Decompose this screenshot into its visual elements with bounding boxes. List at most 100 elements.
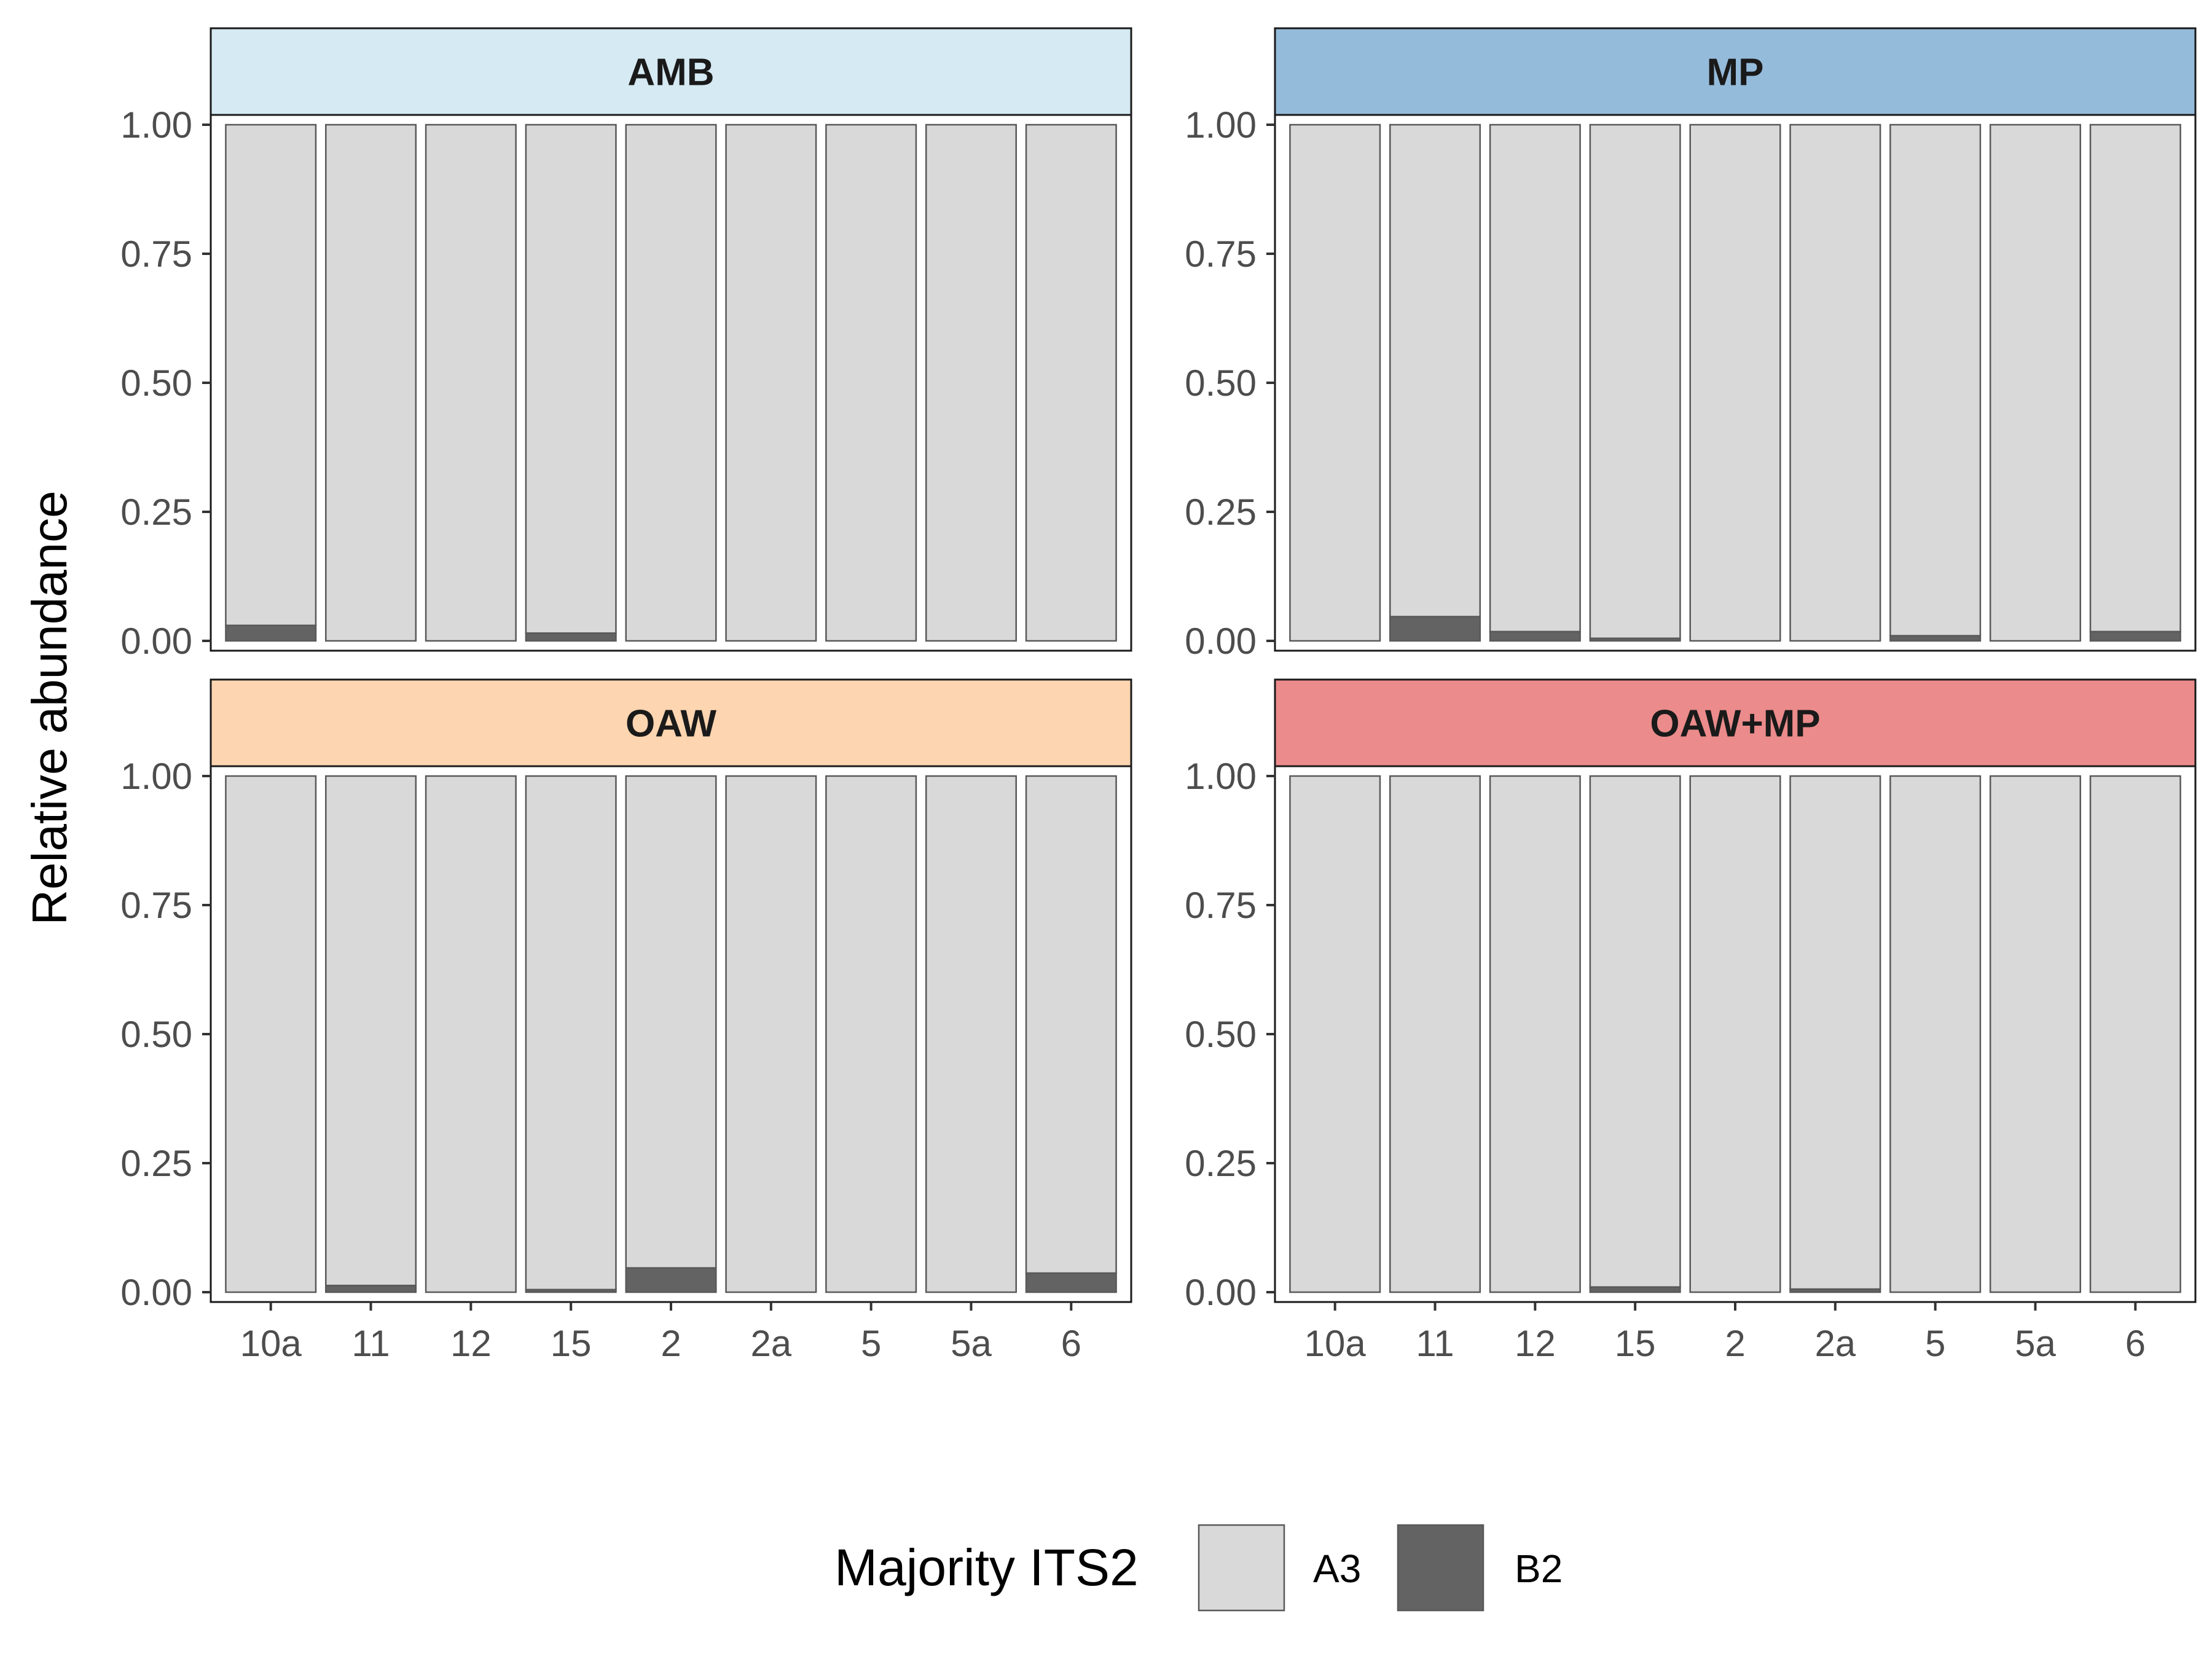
bar-a3-2 xyxy=(1689,124,1781,642)
bar-a3-15 xyxy=(1589,124,1681,640)
x-tick-label: 5a xyxy=(951,1323,992,1364)
legend-title: Majority ITS2 xyxy=(834,1539,1139,1596)
facet-panel-oaw-mp: OAW+MP 0.00 0.25 0.50 0.75 1.00 10a 11 12 15 2 2a 5 5… xyxy=(1185,678,2197,1364)
legend-label-a3: A3 xyxy=(1313,1547,1361,1591)
x-tick-label: 6 xyxy=(2125,1323,2146,1364)
x-tick-label: 2a xyxy=(750,1323,791,1364)
facet-panel-mp: MP 0.00 0.25 0.50 0.75 1.00 xyxy=(1185,27,2197,662)
bar-a3-10a xyxy=(1289,124,1381,642)
facet-panels: AMB 0.00 0.25 0.50 0.75 1.00 MP 0.00 0.25 0.50 0.7… xyxy=(120,27,2197,1364)
bar-a3-10a xyxy=(225,775,317,1293)
bar-b2-5 xyxy=(1889,635,1982,642)
x-tick-label: 2 xyxy=(1725,1323,1745,1364)
y-tick-label: 0.25 xyxy=(1185,1143,1257,1184)
bar-a3-11 xyxy=(1389,775,1481,1293)
bar-b2-6 xyxy=(1025,1272,1117,1293)
bar-a3-2 xyxy=(1689,775,1781,1293)
bar-a3-11 xyxy=(1389,124,1481,618)
bar-a3-15 xyxy=(525,775,617,1291)
y-tick-label: 1.00 xyxy=(1185,756,1257,797)
x-tick-label: 2 xyxy=(661,1323,681,1364)
legend-label-b2: B2 xyxy=(1515,1547,1563,1591)
y-tick-label: 0.75 xyxy=(1185,233,1257,275)
y-tick-label: 0.25 xyxy=(120,1143,192,1184)
x-tick-label: 12 xyxy=(1515,1323,1556,1364)
bar-a3-5a xyxy=(1989,124,2082,642)
y-axis-title: Relative abundance xyxy=(22,490,77,925)
bar-a3-11 xyxy=(325,124,417,642)
y-tick-label: 0.50 xyxy=(120,1014,192,1055)
x-tick-label: 11 xyxy=(1416,1323,1454,1364)
bar-b2-15 xyxy=(525,632,617,642)
y-tick-label: 0.75 xyxy=(120,233,192,275)
strip-background xyxy=(1274,678,2197,767)
x-tick-label: 2a xyxy=(1814,1323,1856,1364)
bar-a3-5 xyxy=(825,775,917,1293)
x-tick-label: 10a xyxy=(240,1323,302,1364)
bar-a3-2 xyxy=(625,775,717,1269)
x-tick-label: 6 xyxy=(1061,1323,1081,1364)
strip-background xyxy=(210,27,1132,116)
bar-a3-2 xyxy=(625,124,717,642)
y-tick-label: 1.00 xyxy=(120,104,192,146)
bar-a3-15 xyxy=(1589,775,1681,1288)
y-tick-label: 0.75 xyxy=(120,885,192,926)
y-tick-label: 0.25 xyxy=(1185,492,1257,533)
x-tick-label: 5 xyxy=(861,1323,881,1364)
x-tick-label: 11 xyxy=(351,1323,390,1364)
bar-a3-12 xyxy=(1489,124,1581,633)
bar-a3-12 xyxy=(1489,775,1581,1293)
bar-a3-6 xyxy=(2089,124,2181,633)
bar-a3-6 xyxy=(1025,124,1117,642)
bar-a3-12 xyxy=(425,775,517,1293)
strip-label: AMB xyxy=(627,52,714,94)
bar-b2-10a xyxy=(225,624,317,642)
bar-a3-5a xyxy=(1989,775,2082,1293)
x-tick-label: 5a xyxy=(2015,1323,2056,1364)
bar-a3-11 xyxy=(325,775,417,1287)
y-tick-label: 0.75 xyxy=(1185,885,1257,926)
strip-label: MP xyxy=(1707,52,1764,94)
bar-a3-5 xyxy=(825,124,917,642)
bar-b2-2 xyxy=(625,1267,717,1293)
bar-a3-5 xyxy=(1889,775,1982,1293)
bar-a3-2a xyxy=(1789,124,1881,642)
bar-a3-6 xyxy=(1025,775,1117,1274)
x-tick-label: 10a xyxy=(1304,1323,1367,1364)
bar-b2-6 xyxy=(2089,630,2181,642)
strip-label: OAW+MP xyxy=(1650,703,1820,745)
bar-a3-12 xyxy=(425,124,517,642)
bar-a3-10a xyxy=(225,124,317,627)
bar-b2-12 xyxy=(1489,630,1581,642)
x-tick-label: 5 xyxy=(1925,1323,1945,1364)
bar-b2-11 xyxy=(1389,616,1481,642)
bar-a3-2a xyxy=(1789,775,1881,1290)
bar-b2-15 xyxy=(1589,1286,1681,1293)
bar-a3-2a xyxy=(725,124,817,642)
y-tick-label: 0.50 xyxy=(1185,1014,1257,1055)
y-tick-label: 1.00 xyxy=(120,756,192,797)
bar-a3-6 xyxy=(2089,775,2181,1293)
facet-panel-oaw: OAW 0.00 0.25 0.50 0.75 1.00 10a 11 12 15 2 2a 5 5a 6 xyxy=(120,678,1132,1364)
y-tick-label: 0.00 xyxy=(120,1272,192,1313)
y-tick-label: 0.25 xyxy=(120,492,192,533)
strip-background xyxy=(1274,27,2197,116)
bar-a3-5 xyxy=(1889,124,1982,637)
y-tick-label: 0.50 xyxy=(120,363,192,404)
legend-key-a3 xyxy=(1198,1524,1285,1612)
y-tick-label: 0.50 xyxy=(1185,363,1257,404)
y-tick-label: 0.00 xyxy=(120,621,192,662)
bar-b2-11 xyxy=(325,1284,417,1293)
legend-key-b2 xyxy=(1397,1524,1484,1612)
y-tick-label: 0.00 xyxy=(1185,621,1257,662)
bar-a3-15 xyxy=(525,124,617,634)
strip-label: OAW xyxy=(626,703,717,745)
strip-background xyxy=(210,678,1132,767)
bar-a3-10a xyxy=(1289,775,1381,1293)
x-tick-label: 15 xyxy=(551,1323,592,1364)
bar-a3-5a xyxy=(925,124,1018,642)
bar-a3-5a xyxy=(925,775,1018,1293)
y-tick-label: 1.00 xyxy=(1185,104,1257,146)
bar-a3-2a xyxy=(725,775,817,1293)
